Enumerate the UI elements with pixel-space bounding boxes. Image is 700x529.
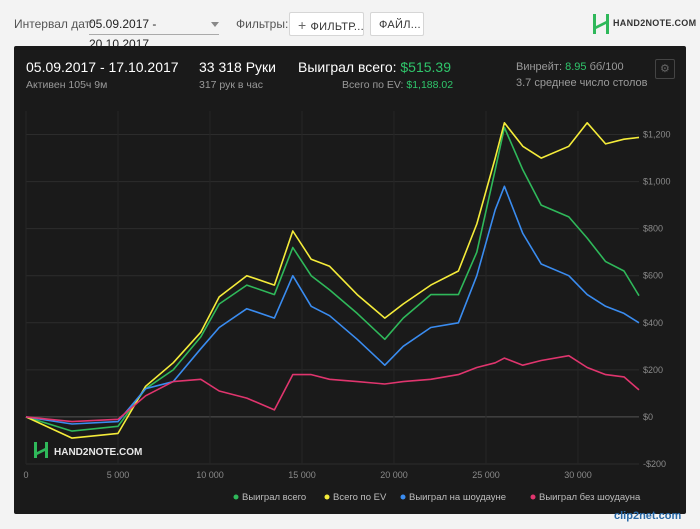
total-won-value: $515.39 <box>400 59 451 75</box>
filter-button[interactable]: + ФИЛЬТР... <box>289 12 364 36</box>
y-tick-label: -$200 <box>643 459 666 469</box>
watermark-logo-icon <box>34 442 48 458</box>
legend-marker-4 <box>530 494 536 500</box>
plus-icon: + <box>298 17 307 33</box>
watermark-text: HAND2NOTE.COM <box>54 447 142 458</box>
y-axis: -$200 $0 $200 $400 $600 $800 $1,000 $1,200 <box>643 130 671 469</box>
x-tick-label: 30 000 <box>564 470 592 480</box>
x-tick-label: 25 000 <box>472 470 500 480</box>
x-tick-label: 10 000 <box>196 470 224 480</box>
graph-panel: 05.09.2017 - 17.10.2017 Активен 105ч 9м … <box>14 46 686 514</box>
chart-lines <box>25 122 640 439</box>
y-tick-label: $400 <box>643 318 663 328</box>
y-tick-label: $200 <box>643 365 663 375</box>
hand2note-logo-icon <box>593 14 609 34</box>
series-line-3 <box>25 185 640 425</box>
y-tick-label: $800 <box>643 224 663 234</box>
legend-marker-2 <box>324 494 330 500</box>
clip2net-watermark: clip2net.com <box>614 510 682 522</box>
x-tick-label: 5 000 <box>107 470 130 480</box>
logo-text: HAND2NOTE.COM <box>613 18 697 28</box>
winnings-chart: -$200 $0 $200 $400 $600 $800 $1,000 $1,200 0 5 0… <box>23 111 671 503</box>
winrate-value: 8.95 <box>565 61 587 73</box>
date-range-label: Интервал дат: <box>14 17 94 31</box>
legend-label-4: Выиграл без шоудауна <box>539 492 641 503</box>
legend-label-1: Выиграл всего <box>242 492 306 503</box>
y-tick-label: $1,200 <box>643 130 671 140</box>
legend-marker-1 <box>233 494 239 500</box>
y-tick-label: $0 <box>643 412 653 422</box>
gear-icon: ⚙ <box>660 63 670 75</box>
filters-label: Фильтры: <box>236 17 289 31</box>
brand-logo: HAND2NOTE.COM <box>591 13 696 35</box>
ev-total-value: $1,188.02 <box>406 79 454 91</box>
series-line-1 <box>25 126 640 432</box>
avg-tables: 3.7 среднее число столов <box>516 77 648 89</box>
x-tick-label: 0 <box>23 470 28 480</box>
total-won: Выиграл всего: $515.39 <box>298 59 451 75</box>
x-tick-label: 20 000 <box>380 470 408 480</box>
y-tick-label: $600 <box>643 271 663 281</box>
x-tick-label: 15 000 <box>288 470 316 480</box>
ev-total: Всего по EV: $1,188.02 <box>342 79 453 91</box>
series-line-2 <box>25 122 640 439</box>
series-line-4 <box>25 354 640 423</box>
settings-button[interactable]: ⚙ <box>655 59 675 79</box>
period-title: 05.09.2017 - 17.10.2017 <box>26 59 179 75</box>
date-range-select[interactable]: 05.09.2017 - 20.10.2017 <box>89 14 219 51</box>
active-time: Активен 105ч 9м <box>26 79 108 91</box>
hands-per-hour: 317 рук в час <box>199 79 263 91</box>
legend-marker-3 <box>400 494 406 500</box>
winrate-unit: бб/100 <box>589 61 624 73</box>
winrate: Винрейт: 8.95 бб/100 <box>516 61 624 73</box>
x-axis: 0 5 000 10 000 15 000 20 000 25 000 30 000 <box>23 470 591 480</box>
file-button-label: ФАЙЛ... <box>379 19 421 31</box>
chart-legend: Выиграл всего Всего по EV Выиграл на шоуда… <box>233 492 641 503</box>
filter-button-label: ФИЛЬТР... <box>310 21 364 33</box>
y-tick-label: $1,000 <box>643 177 671 187</box>
legend-label-3: Выиграл на шоудауне <box>409 492 506 503</box>
toolbar: Интервал дат: 05.09.2017 - 20.10.2017 Фи… <box>0 0 700 51</box>
legend-label-2: Всего по EV <box>333 492 387 503</box>
file-button[interactable]: ФАЙЛ... <box>370 12 424 36</box>
ev-total-label: Всего по EV: <box>342 79 404 91</box>
chevron-down-icon <box>211 22 219 27</box>
winrate-label: Винрейт: <box>516 61 563 73</box>
chart-grid <box>25 111 639 465</box>
hands-count: 33 318 Руки <box>199 59 276 75</box>
chart-watermark: HAND2NOTE.COM <box>34 442 142 458</box>
total-won-label: Выиграл всего: <box>298 59 397 75</box>
